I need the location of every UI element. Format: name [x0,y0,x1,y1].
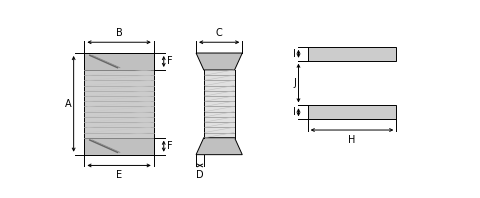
Text: D: D [196,170,204,180]
Text: I: I [293,107,296,117]
Text: H: H [348,135,355,145]
Bar [84,53,154,70]
Text: A: A [65,99,71,109]
Bar [84,138,154,155]
Text: E: E [116,170,122,180]
Bar [307,47,396,61]
Bar [204,70,234,138]
Text: B: B [116,28,122,38]
Polygon shape [196,138,242,155]
Bar [84,53,154,155]
Text: I: I [293,49,296,59]
Bar [307,105,396,119]
Text: F: F [167,56,172,67]
Text: C: C [216,28,222,38]
Polygon shape [196,53,242,70]
Text: F: F [167,141,172,151]
Text: J: J [293,78,296,88]
